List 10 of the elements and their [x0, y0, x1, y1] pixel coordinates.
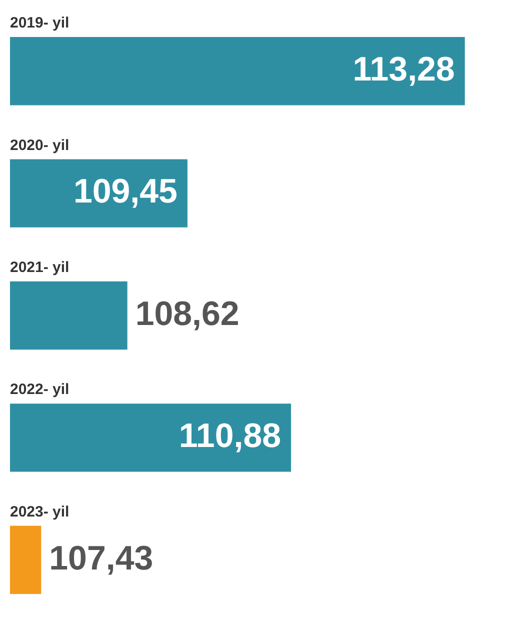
data-label: 107,43 — [49, 539, 154, 578]
y-tick-label: 2019- yil — [10, 14, 70, 32]
data-label: 113,28 — [352, 50, 455, 88]
data-label: 109,45 — [73, 172, 178, 211]
data-label: 108,62 — [135, 294, 240, 333]
y-tick-label: 2020- yil — [10, 136, 70, 154]
y-tick-label: 2022- yil — [10, 381, 70, 398]
data-label: 110,88 — [178, 417, 282, 456]
y-tick-label: 2021- yil — [10, 259, 70, 276]
y-tick-label: 2023- yil — [10, 503, 70, 520]
